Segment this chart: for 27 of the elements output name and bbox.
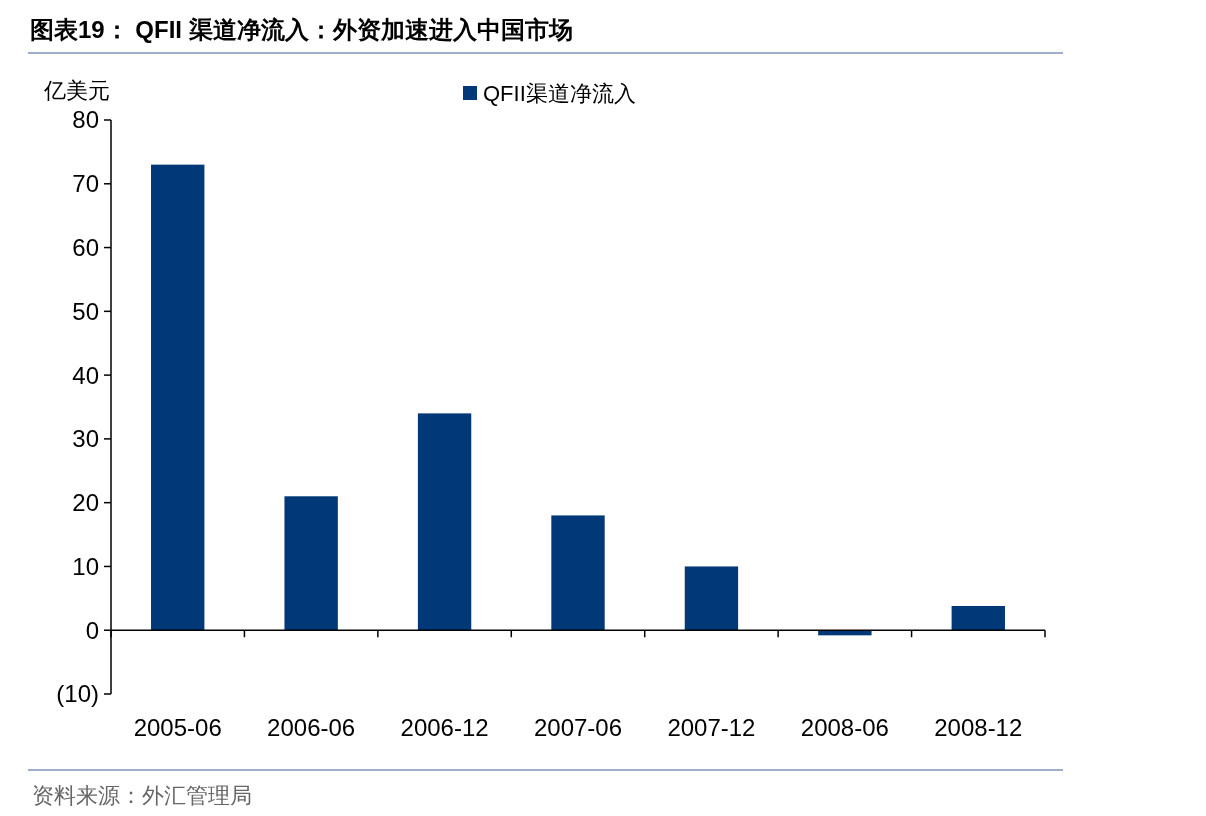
text: 资料来源：外汇管理局: [32, 783, 252, 808]
y-tick-label: 80: [72, 106, 99, 134]
chart-title: 图表19： QFII 渠道净流入：外资加速进入中国市场: [30, 16, 573, 43]
y-tick-label: 50: [72, 297, 99, 325]
y-tick-label: (10): [56, 680, 99, 708]
y-tick-label: 40: [72, 361, 99, 389]
x-tick-label: 2008-12: [934, 714, 1023, 741]
legend-label: QFII渠道净流入: [483, 80, 636, 106]
bar: [284, 496, 338, 631]
y-tick-label: 70: [72, 170, 99, 198]
bar: [951, 605, 1005, 631]
bar: [684, 566, 739, 631]
y-tick-label: 0: [85, 616, 99, 644]
y-axis-title: 亿美元: [43, 78, 110, 103]
x-tick-label: 2007-12: [667, 714, 756, 741]
y-tick-label: 10: [72, 552, 99, 580]
bar: [417, 413, 472, 631]
y-tick-label: 30: [72, 425, 99, 453]
x-tick-label: 2005-06: [133, 714, 222, 741]
x-tick-label: 2008-06: [800, 714, 889, 741]
x-tick-label: 2006-06: [267, 714, 356, 741]
bar: [551, 515, 605, 631]
bar: [151, 164, 205, 631]
x-tick-label: 2007-06: [533, 714, 623, 741]
x-tick-label: 2006-12: [400, 714, 489, 741]
y-tick-label: 20: [72, 489, 99, 517]
y-tick-label: 60: [72, 233, 99, 261]
